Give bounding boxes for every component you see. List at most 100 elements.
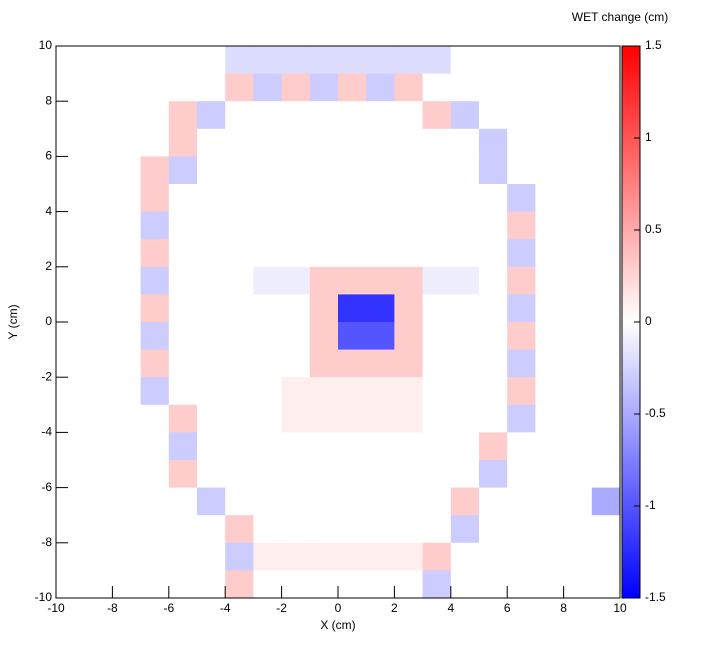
x-tick-label: 4 [447, 601, 454, 615]
heatmap-cell [309, 184, 339, 213]
heatmap-cell [140, 46, 170, 75]
heatmap-cell [366, 239, 395, 268]
heatmap-cell [563, 73, 593, 102]
heatmap-cell [507, 294, 536, 323]
heatmap-cell [450, 239, 480, 268]
heatmap-cell [84, 542, 113, 571]
heatmap-cell [281, 211, 311, 240]
y-tick-label: 2 [45, 259, 52, 273]
heatmap-cell [479, 211, 508, 240]
heatmap-cell [507, 156, 536, 185]
heatmap-cell [140, 377, 170, 406]
heatmap-cell [450, 184, 480, 213]
heatmap-cell [394, 46, 424, 75]
heatmap-cell [197, 211, 226, 240]
heatmap-cell [394, 73, 424, 102]
heatmap-cell [281, 239, 311, 268]
heatmap-cell [309, 349, 339, 378]
heatmap-cell [507, 542, 536, 571]
heatmap-cell [168, 239, 198, 268]
heatmap-cell [225, 322, 254, 351]
heatmap-cell [535, 239, 565, 268]
heatmap-cell [479, 515, 508, 544]
heatmap-cell [394, 404, 424, 433]
x-tick-label: 8 [560, 601, 567, 615]
y-tick-label: -2 [41, 369, 52, 383]
heatmap-cell [56, 239, 85, 268]
heatmap-cell [479, 542, 508, 571]
heatmap-cell [168, 184, 198, 213]
heatmap-cell [366, 460, 395, 489]
heatmap-cell [253, 266, 283, 295]
heatmap-cell [422, 101, 452, 130]
heatmap-cell [479, 266, 508, 295]
heatmap-cell [479, 46, 508, 75]
heatmap-cell [309, 294, 339, 323]
heatmap-cell [168, 487, 198, 516]
heatmap-cell [563, 239, 593, 268]
heatmap-cell [56, 73, 85, 102]
heatmap-cell [535, 184, 565, 213]
heatmap-cell [56, 266, 85, 295]
heatmap-cell [197, 266, 226, 295]
heatmap-cell [338, 460, 367, 489]
heatmap-cell [563, 294, 593, 323]
heatmap-cell [563, 432, 593, 461]
heatmap-cell [422, 460, 452, 489]
heatmap-cell [563, 570, 593, 599]
heatmap-cell [479, 101, 508, 130]
heatmap-cell [366, 515, 395, 544]
heatmap-cell [309, 211, 339, 240]
heatmap-cell [591, 156, 621, 185]
colorbar-tick-label: 0 [645, 314, 652, 328]
heatmap-cell [112, 322, 142, 351]
heatmap-cell [309, 128, 339, 157]
heatmap-cell [253, 101, 283, 130]
heatmap-cell [450, 570, 480, 599]
heatmap-cell [507, 322, 536, 351]
heatmap-cell [112, 46, 142, 75]
heatmap-cell [140, 211, 170, 240]
heatmap-cell [563, 46, 593, 75]
heatmap-cell [450, 515, 480, 544]
heatmap-cell [197, 294, 226, 323]
heatmap-cell [84, 322, 113, 351]
heatmap-cell [309, 46, 339, 75]
heatmap-cell [84, 404, 113, 433]
heatmap-cell [253, 349, 283, 378]
heatmap-cell [338, 487, 367, 516]
heatmap-cell [507, 460, 536, 489]
y-tick-label: 0 [45, 314, 52, 328]
heatmap-cell [535, 46, 565, 75]
heatmap-cell [422, 266, 452, 295]
heatmap-cell [253, 46, 283, 75]
heatmap-cell [84, 239, 113, 268]
heatmap-cell [535, 432, 565, 461]
heatmap-cell [450, 266, 480, 295]
heatmap-cell [225, 542, 254, 571]
heatmap-cell [168, 294, 198, 323]
heatmap-cell [253, 73, 283, 102]
heatmap-cell [140, 487, 170, 516]
colorbar-title: WET change (cm) [572, 10, 668, 24]
heatmap-cell [563, 211, 593, 240]
heatmap-cell [168, 101, 198, 130]
heatmap-cell [281, 487, 311, 516]
heatmap-cell [112, 432, 142, 461]
heatmap-cell [450, 101, 480, 130]
heatmap-cell [507, 349, 536, 378]
heatmap-cell [450, 211, 480, 240]
heatmap-cell [535, 515, 565, 544]
colorbar-tick-label: -0.5 [645, 406, 666, 420]
heatmap-cell [394, 542, 424, 571]
heatmap-cell [56, 349, 85, 378]
heatmap-cell [56, 128, 85, 157]
heatmap-cell [563, 322, 593, 351]
heatmap-cell [591, 460, 621, 489]
heatmap-cell [366, 570, 395, 599]
heatmap-cell [225, 184, 254, 213]
heatmap-cell [422, 487, 452, 516]
heatmap-cell [197, 184, 226, 213]
